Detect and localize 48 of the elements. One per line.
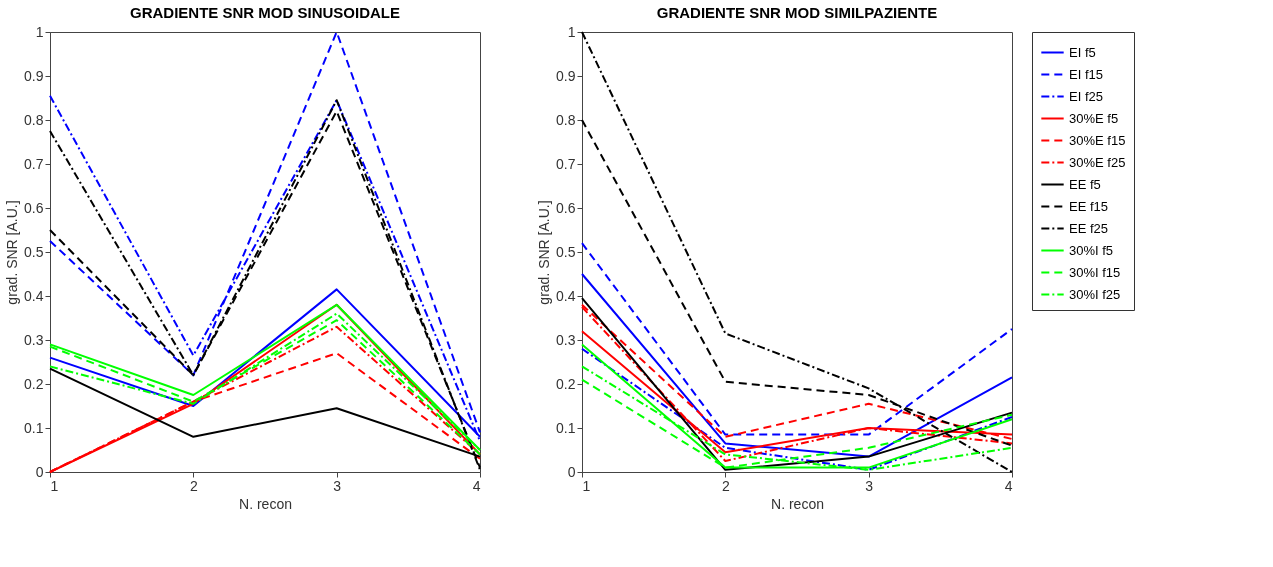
- y-tick-label: 1: [35, 23, 44, 40]
- y-tick-label: 0.4: [24, 287, 44, 304]
- y-tick-label: 0.7: [24, 155, 44, 172]
- legend-label: 30%E f15: [1069, 132, 1126, 148]
- y-tick-label: 0.2: [24, 375, 44, 392]
- legend-label: 30%E f5: [1069, 110, 1119, 126]
- legend-label: 30%E f25: [1069, 154, 1126, 170]
- legend-label: EI f5: [1069, 44, 1096, 60]
- y-tick-label: 0.7: [556, 155, 576, 172]
- y-axis-title: grad. SNR [A.U.]: [4, 200, 21, 305]
- y-tick-label: 0.1: [556, 419, 576, 436]
- y-tick-label: 0.1: [24, 419, 44, 436]
- y-tick-label: 1: [567, 23, 576, 40]
- chart-title: GRADIENTE SNR MOD SIMILPAZIENTE: [656, 4, 938, 21]
- legend-label: 30%I f25: [1069, 286, 1121, 302]
- x-tick-label: 2: [189, 477, 198, 494]
- y-tick-label: 0.4: [556, 287, 576, 304]
- y-tick-label: 0.6: [24, 199, 44, 216]
- y-axis-title: grad. SNR [A.U.]: [536, 200, 553, 305]
- x-tick-label: 3: [333, 477, 342, 494]
- y-tick-label: 0.3: [24, 331, 44, 348]
- x-tick-label: 2: [721, 477, 730, 494]
- y-tick-label: 0.5: [556, 243, 576, 260]
- y-tick-label: 0.9: [556, 67, 576, 84]
- y-tick-label: 0.3: [556, 331, 576, 348]
- x-tick-label: 4: [1004, 477, 1013, 494]
- y-tick-label: 0.8: [556, 111, 576, 128]
- y-tick-label: 0: [35, 463, 44, 480]
- legend-label: EE f15: [1069, 198, 1109, 214]
- legend-label: EE f25: [1069, 220, 1109, 236]
- legend-label: EI f25: [1069, 88, 1103, 104]
- y-tick-label: 0.9: [24, 67, 44, 84]
- y-tick-label: 0.8: [24, 111, 44, 128]
- y-tick-label: 0.6: [556, 199, 576, 216]
- x-tick-label: 4: [472, 477, 481, 494]
- x-axis-title: N. recon: [771, 495, 824, 512]
- y-tick-label: 0.2: [556, 375, 576, 392]
- y-tick-label: 0: [567, 463, 576, 480]
- x-tick-label: 1: [50, 477, 59, 494]
- legend-label: 30%I f15: [1069, 264, 1121, 280]
- legend-label: EE f5: [1069, 176, 1101, 192]
- legend-label: 30%I f5: [1069, 242, 1114, 258]
- x-tick-label: 1: [582, 477, 591, 494]
- x-tick-label: 3: [865, 477, 874, 494]
- y-tick-label: 0.5: [24, 243, 44, 260]
- x-axis-title: N. recon: [239, 495, 292, 512]
- chart-title: GRADIENTE SNR MOD SINUSOIDALE: [129, 4, 401, 21]
- legend-label: EI f15: [1069, 66, 1103, 82]
